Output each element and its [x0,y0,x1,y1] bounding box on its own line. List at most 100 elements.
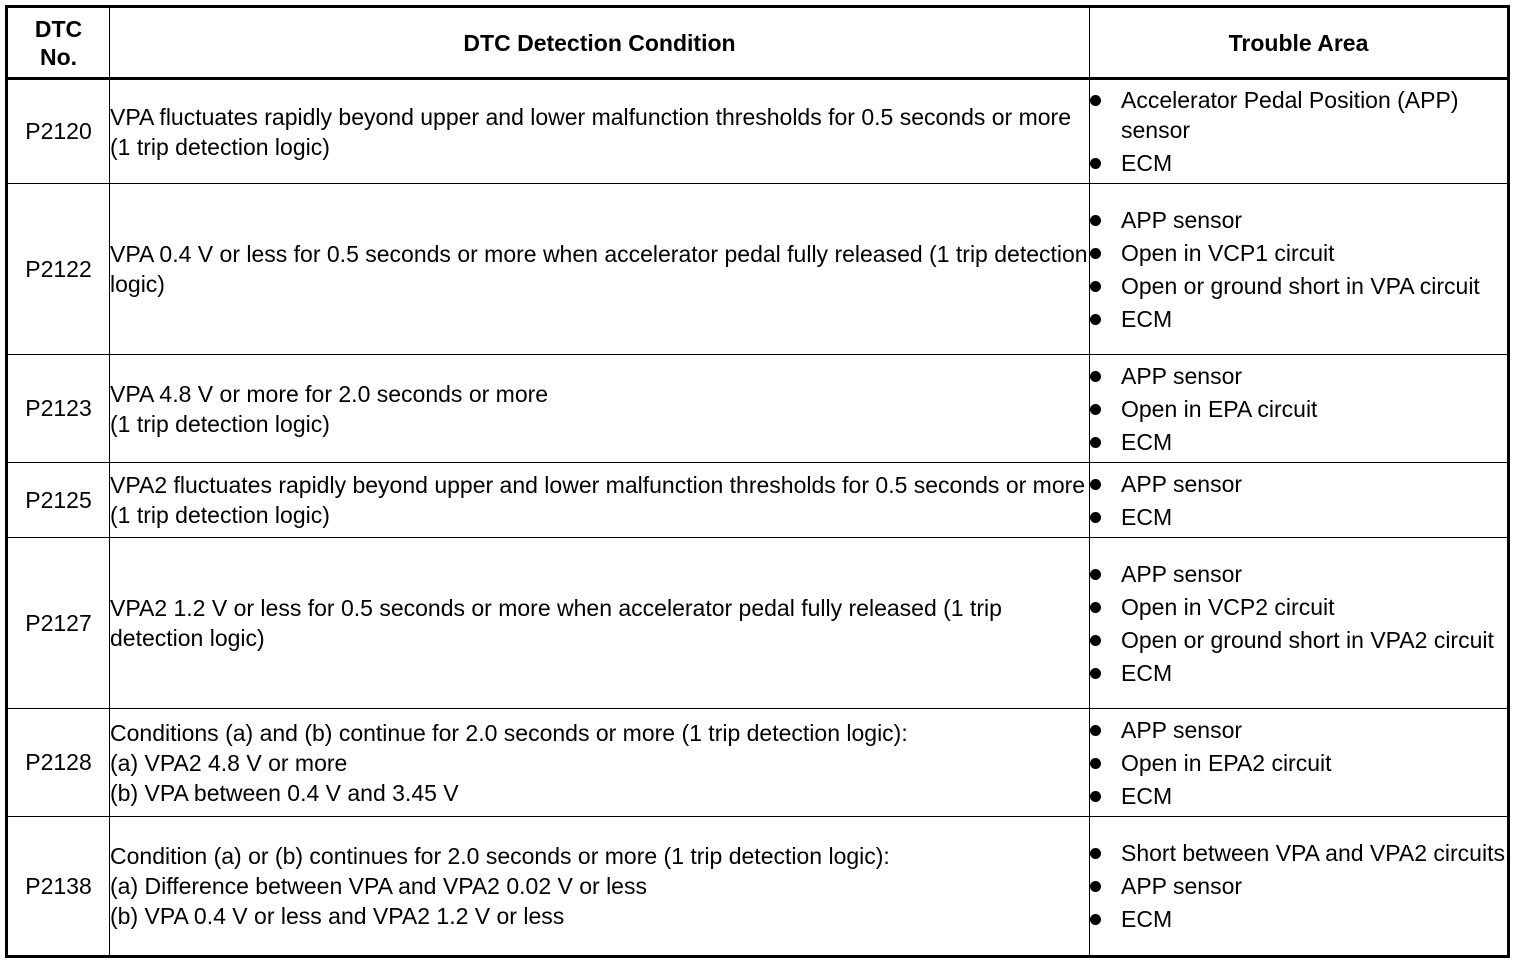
trouble-area-text: Open in VCP1 circuit [1121,239,1335,266]
bullet-icon [1090,313,1101,325]
bullet-icon [1090,881,1101,892]
list-item: APP sensor [1090,871,1507,901]
bullet-icon [1090,634,1101,646]
table-row: P2123 VPA 4.8 V or more for 2.0 seconds o… [6,354,1509,463]
trouble-area-text: ECM [1121,659,1173,686]
trouble-area-text: ECM [1121,428,1173,455]
list-item: Open in EPA circuit [1090,394,1507,424]
bullet-icon [1090,370,1101,382]
dtc-code: P2127 [6,537,110,709]
detection-condition: VPA 4.8 V or more for 2.0 seconds or mor… [109,354,1090,463]
list-item: Open or ground short in VPA circuit [1090,271,1507,301]
header-condition: DTC Detection Condition [109,6,1090,80]
list-item: APP sensor [1090,559,1507,589]
dtc-table: DTC No. DTC Detection Condition Trouble … [5,5,1510,958]
trouble-area-text: Open in EPA2 circuit [1121,749,1332,776]
trouble-area-text: ECM [1121,150,1173,176]
table-row: P2120 VPA fluctuates rapidly beyond upper… [6,78,1509,184]
condition-line: VPA 4.8 V or more for 2.0 seconds or mor… [110,380,549,407]
condition-line: VPA 0.4 V or less for 0.5 seconds or mor… [110,241,1088,297]
bullet-icon [1090,667,1101,679]
table-row: P2138 Condition (a) or (b) continues for … [6,816,1509,957]
dtc-code: P2123 [6,354,110,463]
trouble-area-list: APP sensor ECM [1090,469,1507,532]
trouble-area-text: APP sensor [1121,362,1243,389]
bullet-icon [1090,601,1101,613]
bullet-icon [1090,158,1101,169]
list-item: APP sensor [1090,469,1507,499]
trouble-area-text: APP sensor [1121,206,1243,233]
trouble-area-list: APP sensor Open in EPA circuit ECM [1090,361,1507,457]
detection-condition: Condition (a) or (b) continues for 2.0 s… [109,816,1090,957]
detection-condition: VPA 0.4 V or less for 0.5 seconds or mor… [109,183,1090,355]
condition-line: (1 trip detection logic) [110,410,330,437]
bullet-icon [1090,848,1101,859]
trouble-area-list: Short between VPA and VPA2 circuits APP s… [1090,838,1507,934]
table-body: P2120 VPA fluctuates rapidly beyond upper… [6,78,1509,957]
bullet-icon [1090,214,1101,226]
list-item: APP sensor [1090,715,1507,745]
header-dtc-no-line1: DTC [34,15,83,42]
trouble-area-text: ECM [1121,782,1173,809]
trouble-area: APP sensor Open in VCP1 circuit Open or gr… [1089,183,1509,355]
bullet-icon [1090,914,1101,925]
dtc-code: P2122 [6,183,110,355]
bullet-icon [1090,568,1101,580]
trouble-area-text: APP sensor [1121,716,1243,743]
list-item: ECM [1090,427,1507,457]
trouble-area-text: Short between VPA and VPA2 circuits [1121,840,1505,866]
trouble-area-text: ECM [1121,503,1173,530]
trouble-area: APP sensor Open in VCP2 circuit Open or gr… [1089,537,1509,709]
trouble-area-text: Accelerator Pedal Position (APP) sensor [1121,87,1459,143]
list-item: Open in VCP1 circuit [1090,238,1507,268]
trouble-area: Short between VPA and VPA2 circuits APP s… [1089,816,1509,957]
list-item: APP sensor [1090,361,1507,391]
detection-condition: Conditions (a) and (b) continue for 2.0 … [109,708,1090,817]
list-item: Short between VPA and VPA2 circuits [1090,838,1507,868]
table-row: P2125 VPA2 fluctuates rapidly beyond uppe… [6,462,1509,538]
header-row: DTC No. DTC Detection Condition Trouble … [6,6,1509,80]
trouble-area-text: Open in EPA circuit [1121,395,1318,422]
condition-line: VPA fluctuates rapidly beyond upper and … [110,103,1072,160]
list-item: ECM [1090,904,1507,934]
list-item: Accelerator Pedal Position (APP) sensor [1090,85,1507,145]
trouble-area-list: Accelerator Pedal Position (APP) sensor E… [1090,85,1507,178]
list-item: Open in EPA2 circuit [1090,748,1507,778]
trouble-area-text: ECM [1121,906,1173,932]
condition-line: VPA2 fluctuates rapidly beyond upper and… [110,472,1086,528]
trouble-area: APP sensor Open in EPA circuit ECM [1089,354,1509,463]
condition-line: Condition (a) or (b) continues for 2.0 s… [110,843,890,869]
condition-line: (b) VPA 0.4 V or less and VPA2 1.2 V or … [110,903,565,929]
detection-condition: VPA2 fluctuates rapidly beyond upper and… [109,462,1090,538]
condition-line: (a) Difference between VPA and VPA2 0.02… [110,873,647,899]
list-item: ECM [1090,148,1507,178]
bullet-icon [1090,511,1101,523]
trouble-area-text: APP sensor [1121,873,1243,899]
detection-condition: VPA2 1.2 V or less for 0.5 seconds or mo… [109,537,1090,709]
condition-line: VPA2 1.2 V or less for 0.5 seconds or mo… [110,595,1002,651]
table-row: P2128 Conditions (a) and (b) continue for… [6,708,1509,817]
bullet-icon [1090,436,1101,448]
trouble-area: Accelerator Pedal Position (APP) sensor E… [1089,78,1509,184]
condition-line: (a) VPA2 4.8 V or more [110,749,348,776]
bullet-icon [1090,247,1101,259]
header-trouble-area: Trouble Area [1089,6,1509,80]
trouble-area-list: APP sensor Open in VCP2 circuit Open or gr… [1090,559,1507,688]
trouble-area-list: APP sensor Open in EPA2 circuit ECM [1090,715,1507,811]
trouble-area-text: Open or ground short in VPA circuit [1121,272,1480,299]
trouble-area-text: ECM [1121,305,1173,332]
table-row: P2122 VPA 0.4 V or less for 0.5 seconds o… [6,183,1509,355]
dtc-code: P2125 [6,462,110,538]
bullet-icon [1090,478,1101,490]
table-header: DTC No. DTC Detection Condition Trouble … [6,6,1509,80]
trouble-area-text: Open in VCP2 circuit [1121,593,1335,620]
bullet-icon [1090,95,1101,106]
trouble-area: APP sensor Open in EPA2 circuit ECM [1089,708,1509,817]
list-item: ECM [1090,502,1507,532]
dtc-code: P2128 [6,708,110,817]
dtc-code: P2138 [6,816,110,957]
trouble-area-text: APP sensor [1121,470,1243,497]
header-dtc-no: DTC No. [6,6,110,80]
trouble-area-text: Open or ground short in VPA2 circuit [1121,626,1494,653]
bullet-icon [1090,790,1101,802]
